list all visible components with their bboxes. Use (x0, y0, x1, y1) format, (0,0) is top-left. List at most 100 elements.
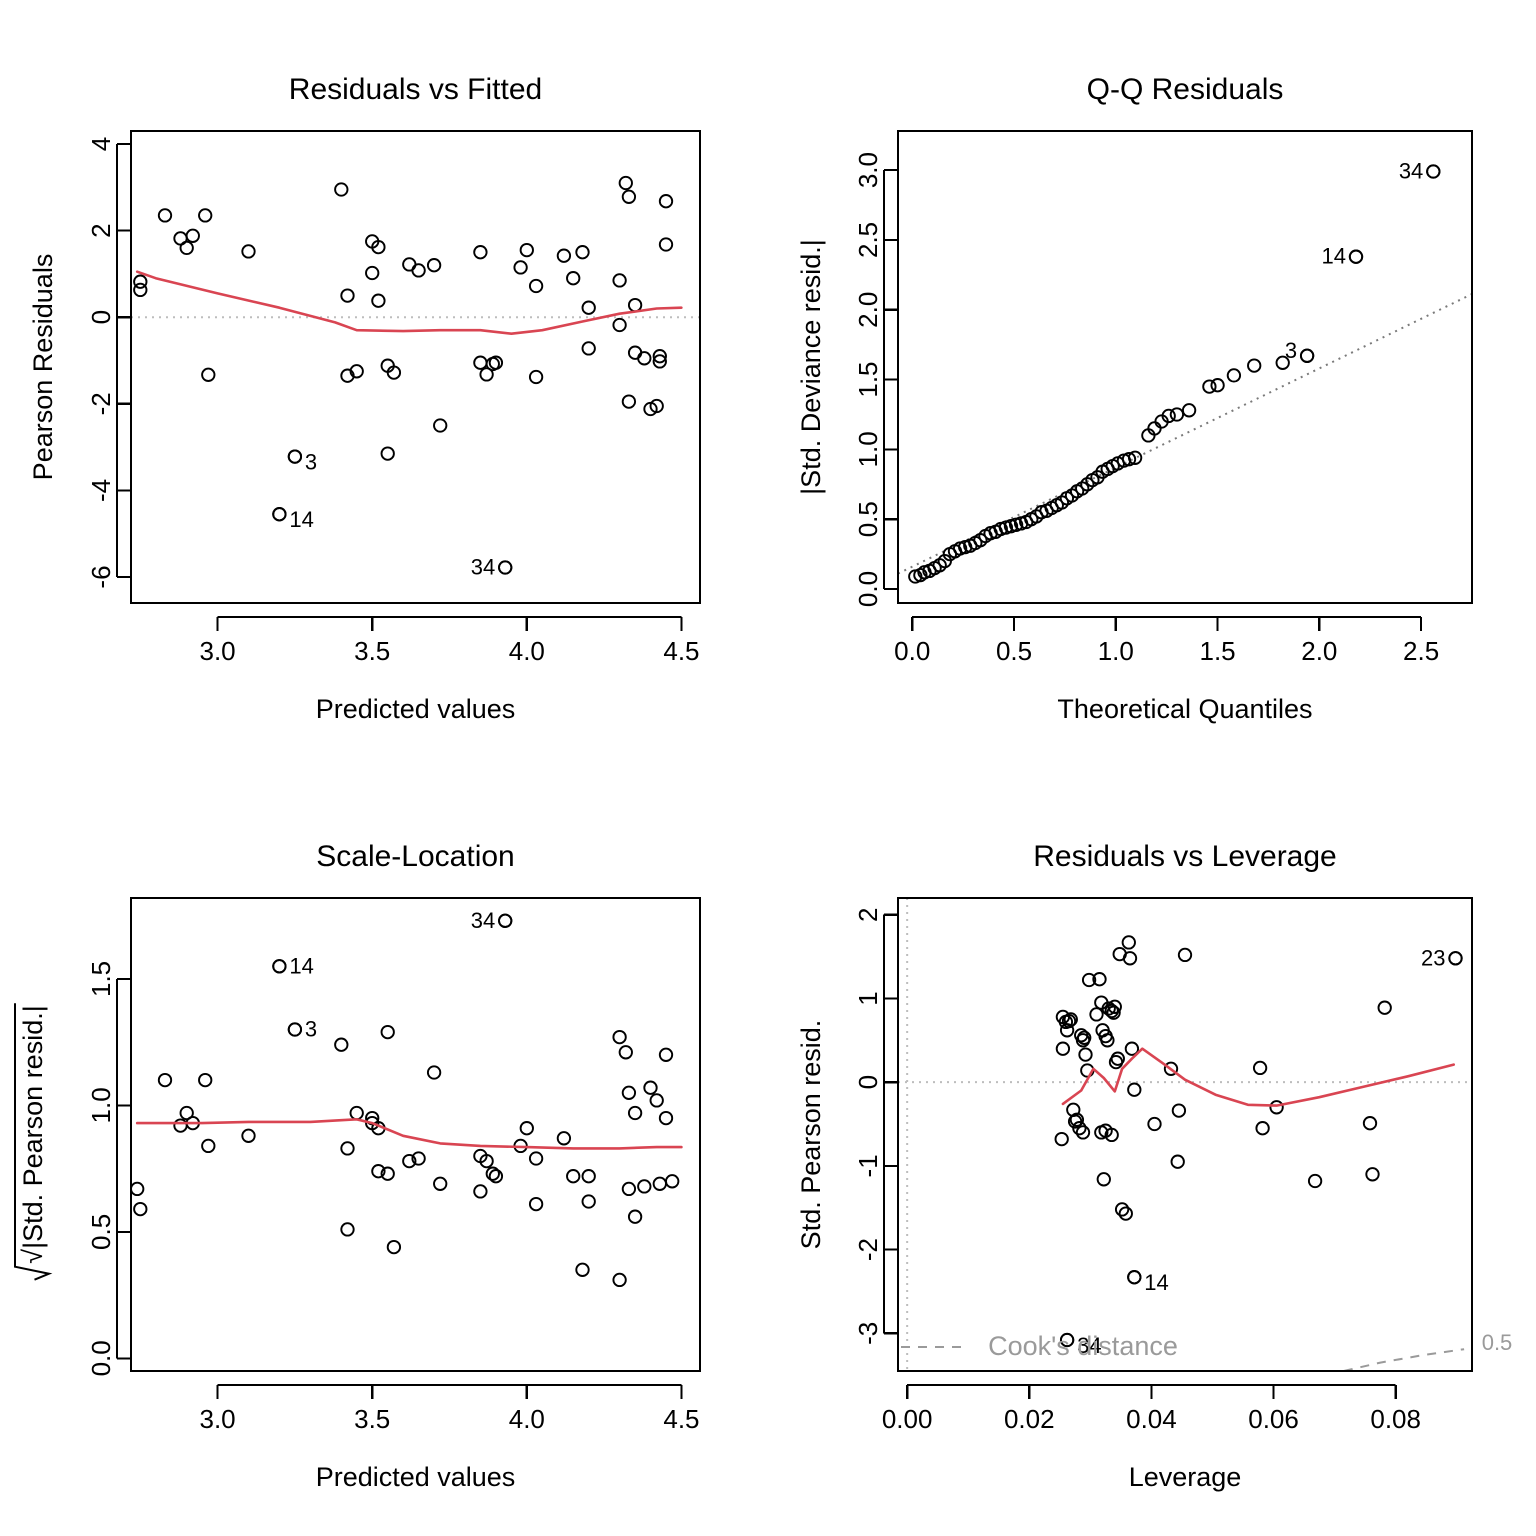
data-point (652, 354, 667, 369)
data-points (1054, 935, 1463, 1348)
panel-bottom-right: Residuals vs Leverage 23 14 34 0.00 0.02 0.04 0… (768, 768, 1536, 1536)
data-point (1104, 1127, 1119, 1143)
data-point (1163, 1061, 1179, 1076)
cooks-distance-level-label: 0.5 (1482, 1330, 1513, 1355)
data-point (1377, 1000, 1392, 1015)
x-axis-tick-label: 3.5 (354, 1404, 390, 1434)
data-point (1307, 1173, 1323, 1189)
data-point (1365, 1167, 1380, 1182)
data-point (1127, 450, 1143, 465)
data-point (1161, 408, 1176, 424)
x-axis-tick-label: 0.06 (1248, 1404, 1299, 1434)
data-point (371, 1164, 386, 1179)
data-point (566, 1169, 581, 1184)
outlier-point (272, 959, 287, 974)
data-point (621, 1181, 637, 1197)
panel-title: Residuals vs Fitted (289, 73, 542, 106)
data-point (658, 237, 674, 252)
data-point (658, 194, 674, 209)
data-point (618, 1045, 633, 1060)
outlier-label: 14 (289, 953, 313, 978)
outlier-point (272, 507, 287, 522)
data-point (198, 208, 213, 223)
outlier-label: 34 (471, 555, 495, 580)
data-point (556, 1131, 572, 1146)
data-point (658, 1110, 674, 1126)
data-point (1177, 947, 1193, 963)
data-point (652, 1176, 667, 1191)
data-point (1122, 951, 1138, 966)
data-point (380, 446, 395, 461)
data-point (1169, 407, 1185, 422)
data-point (528, 1151, 544, 1166)
data-points (908, 164, 1441, 584)
outlier-label: 23 (1421, 945, 1445, 970)
panel-bottom-left: Scale-Location 34 14 3 3.0 3.5 4.0 4.5 0.0 0.5 1.0… (0, 768, 768, 1536)
data-point (528, 369, 544, 385)
y-axis-tick-label: 1.0 (853, 431, 883, 467)
data-point (179, 1105, 194, 1121)
data-point (1247, 358, 1262, 373)
data-point (133, 282, 148, 298)
outlier-label: 14 (1322, 244, 1346, 269)
x-axis-tick-label: 4.0 (509, 1404, 545, 1434)
y-axis-tick-label: 0.0 (86, 1340, 116, 1376)
data-point (198, 1072, 213, 1088)
data-point (334, 182, 349, 197)
data-point (201, 1138, 216, 1154)
data-point (340, 1222, 355, 1237)
data-point (371, 239, 386, 255)
outlier-point (1348, 249, 1364, 264)
data-point (575, 1262, 590, 1277)
data-point (581, 300, 596, 315)
panel-top-left: Residuals vs Fitted 3 14 34 3.0 3.5 4.0 4.5 4 2 0 -… (0, 0, 768, 768)
data-point (1127, 1082, 1142, 1097)
data-point (1054, 1131, 1069, 1147)
y-axis-tick-label: 2.0 (853, 292, 883, 328)
data-point (1170, 1154, 1185, 1169)
data-point (612, 273, 627, 288)
plot-frame (896, 129, 1474, 605)
outlier-label: 3 (305, 1017, 317, 1042)
data-point (1104, 1003, 1119, 1019)
data-point (488, 1169, 504, 1184)
panel-top-right: Q-Q Residuals 34 14 3 0.0 0.5 1.0 1.5 2.0 2.5 0.0 0… (768, 0, 1536, 768)
y-axis-tick-label: 2 (86, 223, 116, 237)
data-point (1275, 355, 1290, 370)
data-point (433, 1176, 448, 1191)
data-point (627, 1209, 643, 1224)
data-point (1075, 1125, 1091, 1140)
cooks-distance-contour (1343, 1348, 1465, 1372)
data-point (581, 1169, 596, 1184)
plot-frame (896, 896, 1474, 1373)
data-point (566, 271, 581, 286)
y-axis-tick-label: -2 (853, 1238, 883, 1261)
outlier-point (287, 449, 303, 464)
data-point (1114, 1202, 1130, 1217)
data-point (349, 1105, 364, 1121)
outlier-label: 34 (471, 908, 495, 933)
loess-smoother (1061, 1047, 1455, 1107)
data-point (621, 1085, 637, 1100)
outlier-label: 14 (1144, 1270, 1168, 1295)
outlier-label: 3 (1285, 338, 1297, 363)
data-point (1118, 1206, 1133, 1221)
data-point (485, 1166, 500, 1181)
x-axis-tick-label: 3.5 (354, 636, 390, 666)
data-point (479, 1153, 494, 1169)
data-point (1147, 1116, 1162, 1132)
y-axis-tick-label: 0.5 (853, 501, 883, 537)
data-point (612, 1272, 627, 1288)
x-axis-tick-label: 4.5 (663, 636, 699, 666)
data-point (473, 245, 488, 260)
data-point (365, 265, 380, 281)
data-point (1077, 1030, 1092, 1045)
outlier-label: 14 (289, 507, 313, 532)
data-point (1081, 972, 1097, 988)
y-axis-tick-label: 4 (86, 137, 116, 151)
data-point (426, 1065, 442, 1080)
data-point (133, 1201, 148, 1217)
y-axis-tick-label: 3.0 (853, 152, 883, 188)
data-point (1061, 1013, 1077, 1029)
